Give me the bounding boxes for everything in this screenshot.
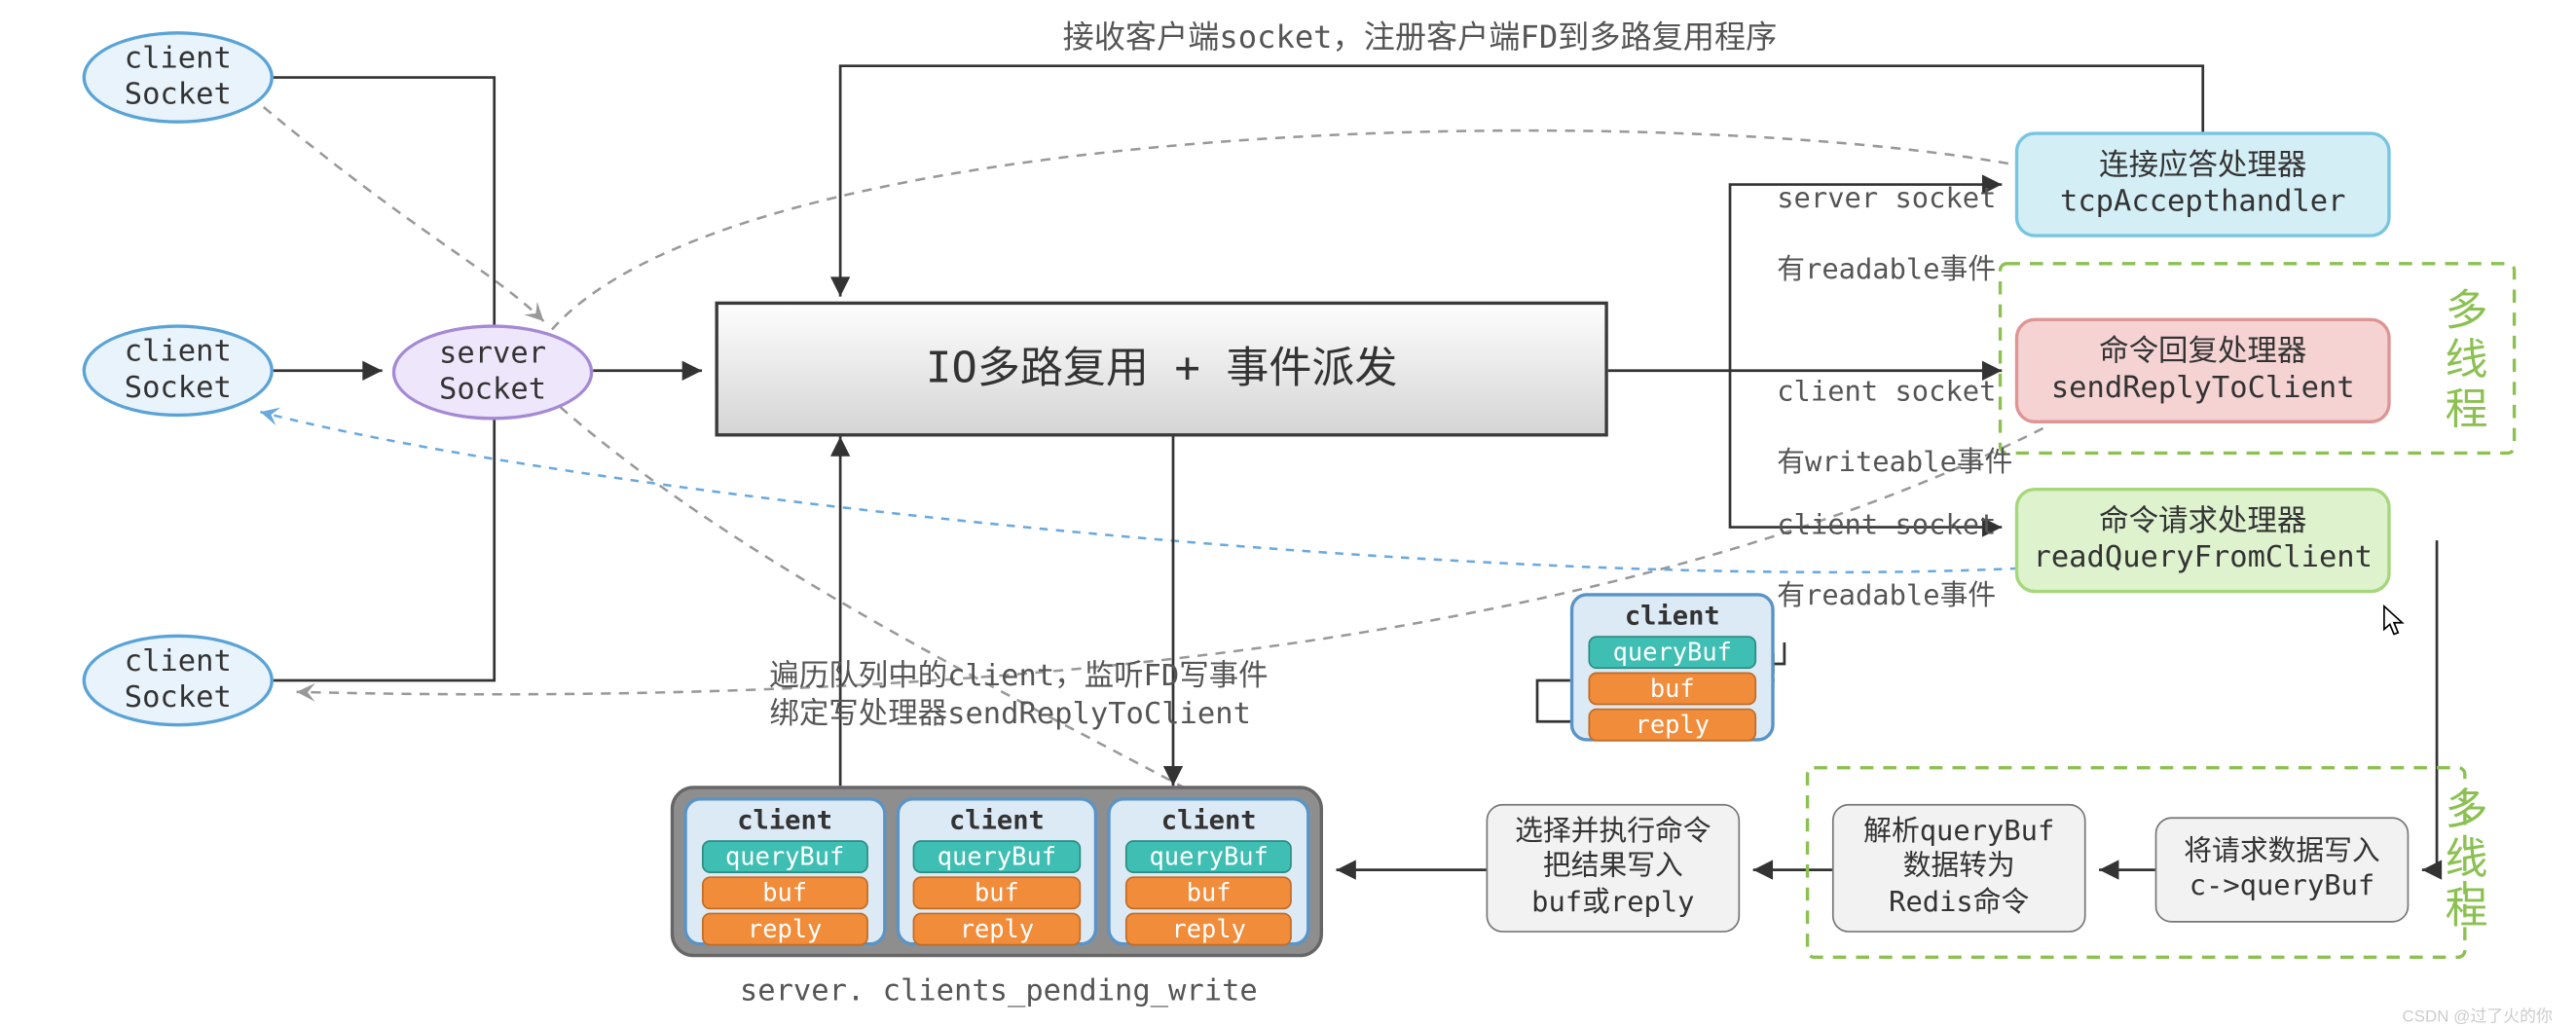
readq-line1: 命令请求处理器: [2099, 503, 2306, 540]
reply-line2: sendReplyToClient: [2051, 371, 2355, 408]
tcp-line2: tcpAccepthandler: [2060, 185, 2345, 222]
pill-buf: buf: [701, 876, 868, 909]
pill-buf: buf: [913, 876, 1081, 909]
edge: [840, 66, 2203, 297]
edge: [297, 428, 2043, 694]
client-socket-3: client Socket: [83, 635, 274, 727]
edge: [2422, 540, 2437, 869]
io-multiplexer-box: IO多路复用 + 事件派发: [716, 302, 1608, 437]
client-title: client: [1161, 804, 1257, 837]
edge: [552, 130, 2015, 329]
queue-client-2: client queryBuf buf reply: [896, 797, 1098, 945]
tcp-accept-handler: 连接应答处理器 tcpAccepthandler: [2015, 131, 2391, 237]
pill-reply: reply: [701, 913, 868, 946]
pill-querybuf: queryBuf: [1588, 636, 1757, 669]
pending-write-queue: client queryBuf buf reply client queryBu…: [671, 786, 1323, 957]
client-title: client: [949, 804, 1045, 837]
pill-querybuf: queryBuf: [913, 840, 1081, 873]
pill-reply: reply: [1588, 709, 1757, 742]
edge: [1730, 371, 2002, 528]
step-write-querybuf: 将请求数据写入 c->queryBuf: [2155, 817, 2410, 922]
step-parse-querybuf: 解析queryBuf 数据转为 Redis命令: [1832, 804, 2086, 933]
edge: [264, 107, 544, 321]
reply-line1: 命令回复处理器: [2099, 334, 2306, 371]
pill-querybuf: queryBuf: [1125, 840, 1293, 873]
client-title: client: [737, 804, 832, 837]
pill-reply: reply: [913, 913, 1081, 946]
client-socket-2: client Socket: [83, 324, 274, 417]
tcp-line1: 连接应答处理器: [2099, 147, 2306, 184]
client-socket-1: client Socket: [83, 31, 274, 124]
pill-buf: buf: [1588, 672, 1757, 705]
edge: [1730, 185, 2002, 371]
pill-reply: reply: [1125, 913, 1293, 946]
server-socket: server Socket: [392, 324, 593, 420]
pill-buf: buf: [1125, 876, 1293, 909]
pill-querybuf: queryBuf: [701, 840, 868, 873]
readq-line2: readQueryFromClient: [2034, 540, 2373, 577]
edge: [274, 421, 495, 680]
step-execute-cmd: 选择并执行命令 把结果写入 buf或reply: [1487, 804, 1741, 933]
client-title: client: [1625, 600, 1720, 633]
queue-client-1: client queryBuf buf reply: [683, 797, 886, 945]
read-query-handler: 命令请求处理器 readQueryFromClient: [2015, 488, 2391, 593]
watermark: CSDN @过了火的你: [2403, 1002, 2553, 1026]
client-card-single: client queryBuf buf reply: [1570, 593, 1775, 741]
queue-client-3: client queryBuf buf reply: [1108, 797, 1310, 945]
send-reply-handler: 命令回复处理器 sendReplyToClient: [2015, 318, 2391, 423]
